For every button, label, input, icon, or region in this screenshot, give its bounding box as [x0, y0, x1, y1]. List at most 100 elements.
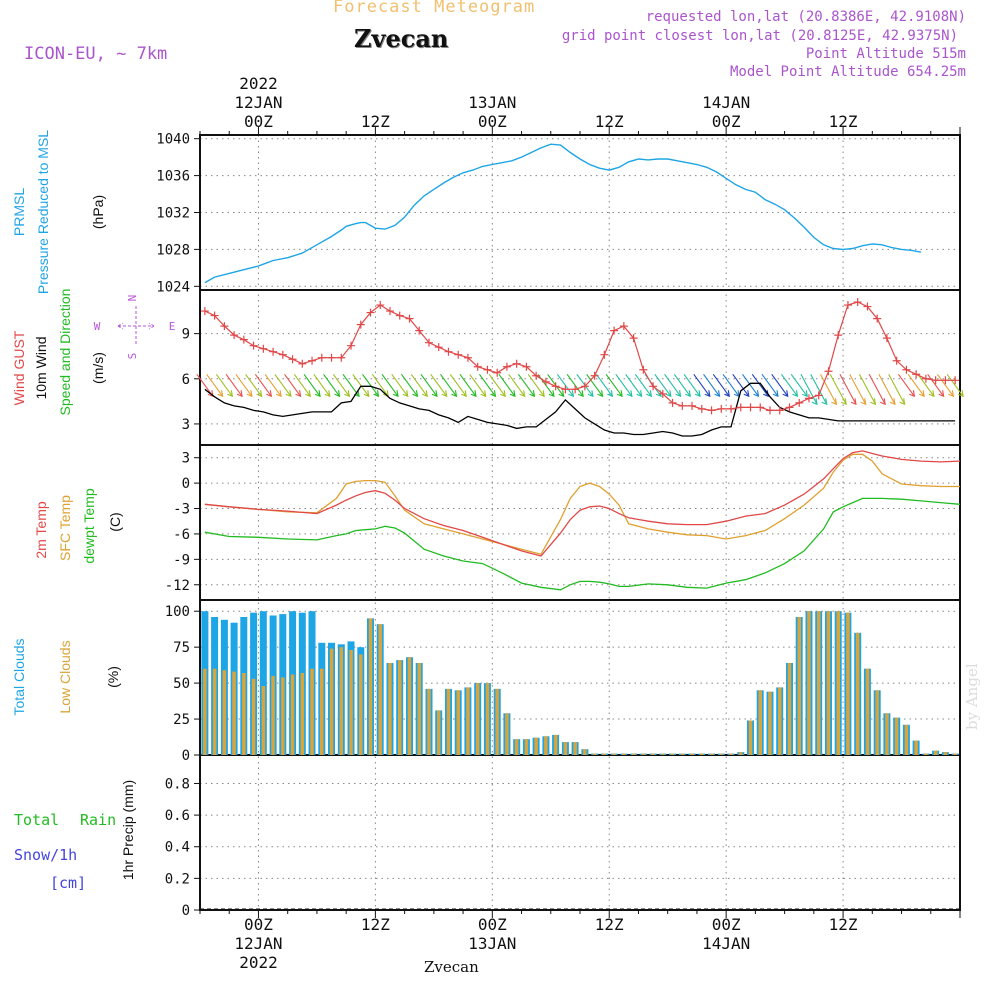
low-cloud-bar: [914, 740, 918, 755]
wind-gust-marker: [882, 334, 891, 343]
wind-direction-arrowhead: [568, 390, 575, 398]
wind-direction-arrow: [254, 373, 272, 397]
wind-direction-arrow: [771, 373, 789, 397]
legend-rain: Rain: [80, 811, 116, 829]
wind-direction-arrowhead: [694, 390, 701, 398]
wind-direction-arrowhead: [948, 390, 955, 398]
total-clouds-label: Total Clouds: [11, 638, 27, 715]
low-cloud-bar: [495, 688, 499, 755]
y-tick-label: 1024: [156, 279, 190, 295]
wind-gust-marker: [551, 382, 560, 391]
wind-direction-arrow: [293, 373, 311, 397]
wind-gust-marker: [249, 341, 258, 350]
y-tick-label: 6: [182, 372, 190, 388]
low-cloud-bar: [329, 648, 334, 755]
y-tick-label: -12: [165, 578, 190, 594]
bottom-time-label: 00Z: [478, 915, 507, 934]
low-cloud-bar: [661, 753, 665, 755]
panel-frame: [199, 444, 961, 601]
direction-label: Speed and Direction: [57, 289, 73, 416]
wind-direction-arrowhead: [538, 390, 545, 398]
wind-gust-marker: [210, 311, 219, 320]
wind-direction-arrow: [654, 373, 672, 397]
wind-direction-arrow: [849, 374, 867, 405]
wind-direction-arrow: [907, 373, 925, 397]
bottom-time-label: 13JAN: [468, 934, 516, 953]
low-cloud-bar: [573, 742, 577, 755]
model-label: ICON-EU, ~ 7km: [24, 44, 168, 64]
wind-direction-arrow: [410, 373, 428, 397]
wind-direction-arrowhead: [879, 398, 886, 406]
wind-direction-arrow: [712, 373, 730, 397]
low-cloud-bar: [563, 742, 568, 755]
wind-gust-marker: [863, 302, 872, 311]
wind-gust-marker: [843, 301, 852, 310]
wind-gust-marker: [434, 343, 443, 352]
top-time-label: 13JAN: [468, 93, 516, 112]
wind-gust-marker: [727, 404, 736, 413]
wind-gust-marker: [775, 406, 784, 415]
compass-icon: [117, 306, 155, 346]
wind-gust-marker: [795, 398, 804, 407]
wind-direction-arrowhead: [363, 390, 370, 398]
wind-gust-marker: [766, 406, 774, 415]
wind-gust-marker: [376, 301, 385, 310]
wind-direction-arrow: [284, 373, 302, 397]
y-tick-label: 50: [173, 676, 190, 692]
wind-direction-arrow: [634, 373, 652, 397]
wind-direction-arrowhead: [344, 390, 350, 398]
wind-direction-arrow: [751, 373, 769, 397]
wind-direction-arrowhead: [431, 390, 438, 398]
y-tick-label: -3: [173, 502, 190, 518]
wind-gust-marker: [717, 404, 726, 413]
low-cloud-bar: [592, 753, 597, 755]
wind-direction-arrow: [858, 374, 876, 405]
low-cloud-bar: [242, 673, 246, 755]
wind-gust-marker: [688, 401, 697, 410]
wind-direction-arrow: [839, 374, 857, 405]
y-tick-label: 9: [182, 327, 190, 343]
wind-direction-arrow: [352, 373, 370, 397]
low-cloud-bar: [446, 688, 451, 755]
bottom-time-label: 00Z: [712, 915, 741, 934]
wind-direction-arrowhead: [587, 390, 594, 398]
low-cloud-bar: [641, 753, 646, 755]
wind-gust-marker: [220, 322, 229, 331]
wind-direction-arrowhead: [802, 390, 808, 398]
wind-gust-marker: [366, 308, 375, 317]
wind-direction-arrow: [586, 373, 604, 397]
wind-direction-arrowhead: [246, 390, 253, 398]
top-time-label: 12Z: [361, 112, 390, 131]
wind-direction-arrow: [829, 374, 847, 405]
wind-direction-arrowhead: [724, 390, 730, 398]
bottom-time-label: 00Z: [244, 915, 273, 934]
panel-frame: [199, 754, 961, 911]
y-tick-label: 25: [173, 712, 190, 728]
low-cloud-bar: [485, 683, 490, 755]
y-tick-label: -6: [173, 527, 190, 543]
low-cloud-bar: [719, 753, 723, 755]
wind-direction-arrow: [556, 373, 574, 397]
dewpoint-label: dewpt Temp: [81, 488, 97, 563]
wind-direction-arrow: [868, 374, 886, 405]
low-cloud-bar: [758, 690, 762, 755]
top-time-label: 12Z: [595, 112, 624, 131]
wind-gust-marker: [512, 359, 521, 368]
sfc-temp-line: [204, 453, 960, 556]
wind-gust-marker: [424, 338, 433, 347]
wind-direction-arrow: [381, 373, 399, 397]
temp-unit: (C): [107, 512, 123, 531]
bottom-time-label: 12Z: [361, 915, 390, 934]
wind-gust-marker: [697, 404, 706, 413]
wind-gust-marker: [405, 314, 414, 323]
low-cloud-bar: [378, 624, 382, 755]
wind-gust-marker: [454, 350, 463, 359]
wind-gust-marker: [269, 347, 278, 356]
y-tick-label: 100: [165, 604, 190, 620]
wind-direction-arrow: [927, 373, 945, 397]
wind-gust-marker: [814, 391, 823, 400]
low-cloud-bar: [817, 611, 821, 755]
wind-gust-marker: [678, 401, 687, 410]
wind-direction-arrow: [664, 373, 682, 397]
wind-direction-arrow: [313, 373, 331, 397]
